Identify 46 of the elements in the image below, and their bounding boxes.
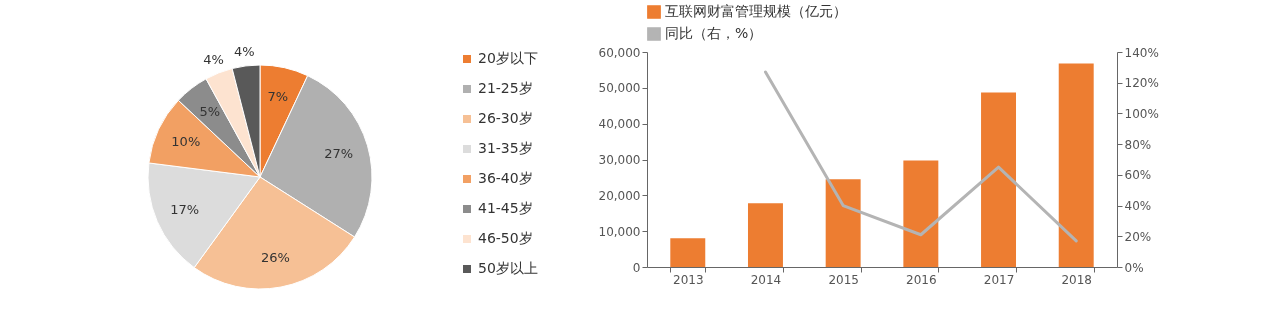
data-label: 27% [324,146,354,162]
bar [903,160,939,267]
legend-label: 20岁以下 [478,50,538,66]
y2-tick-label: 40% [1124,199,1152,214]
x-tick-label: 2017 [983,272,1015,287]
y-tick-label: 40,000 [598,117,641,132]
y-tick-label: 10,000 [598,224,641,239]
y2-tick-label: 20% [1124,229,1152,244]
legend-label: 同比（右，%） [665,25,763,41]
y2-tick-label: 60% [1124,168,1152,183]
bar [981,92,1017,267]
x-tick-label: 2018 [1061,272,1092,287]
data-label: 10% [171,134,201,150]
y2-tick-label: 0% [1124,260,1144,275]
legend-label: 21-25岁 [478,80,533,96]
y2-tick-label: 100% [1124,106,1159,121]
data-label: 4% [203,51,224,67]
y-tick-label: 60,000 [598,45,641,60]
legend-label: 26-30岁 [478,110,533,126]
legend-label: 46-50岁 [478,230,533,246]
data-label: 26% [260,249,290,265]
legend-label: 41-45岁 [478,200,533,216]
y-tick-label: 30,000 [598,153,641,167]
y2-tick-label: 140% [1124,45,1159,60]
x-tick-label: 2014 [750,272,782,287]
legend-label: 互联网财富管理规模（亿元） [665,3,847,19]
legend-label: 50岁以上 [478,260,538,276]
x-tick-label: 2015 [828,272,859,287]
y-tick-label: 0 [632,260,641,275]
bar [747,203,783,267]
bar [825,179,861,267]
data-label: 7% [267,88,289,104]
data-label: 17% [170,201,200,217]
y2-tick-label: 120% [1124,76,1159,91]
bar [670,238,706,267]
x-tick-label: 2016 [906,272,937,287]
legend-label: 36-40岁 [478,170,533,186]
legend-label: 31-35岁 [478,140,533,156]
y-tick-label: 50,000 [598,81,641,96]
y2-tick-label: 80% [1124,137,1152,152]
data-label: 4% [233,43,255,59]
data-label: 5% [199,104,221,120]
bar [1058,63,1094,267]
x-tick-label: 2013 [673,272,704,287]
y-tick-label: 20,000 [598,188,641,203]
line-series [763,70,1078,243]
